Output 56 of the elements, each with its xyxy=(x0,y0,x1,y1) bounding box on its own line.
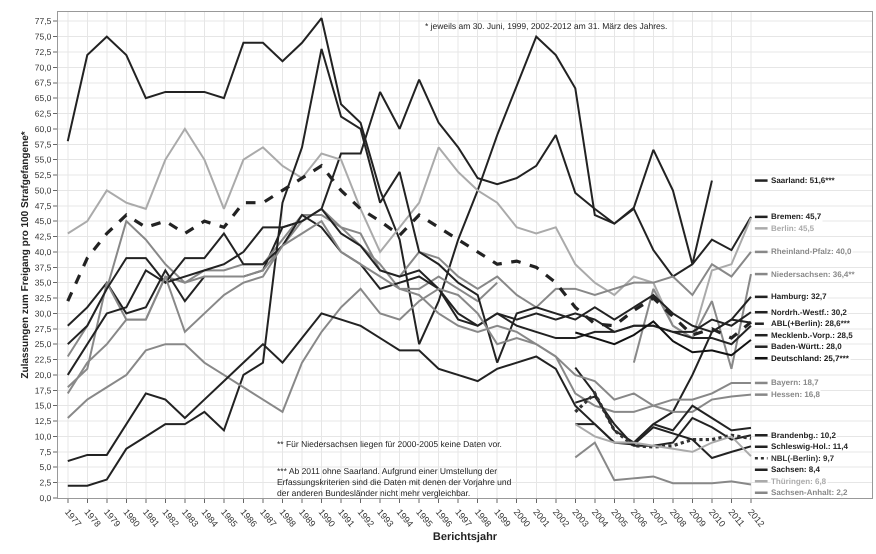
legend-label: Schleswig-Hol.: 11,4 xyxy=(771,442,848,451)
y-tick-label: 72,5 xyxy=(34,46,52,57)
y-tick-label: 5,0 xyxy=(39,462,52,472)
legend-label: Sachsen: 8,4 xyxy=(771,465,820,474)
y-tick-label: 22,5 xyxy=(34,354,52,365)
legend-label: Sachsen-Anhalt: 2,2 xyxy=(771,488,848,497)
legend-label: Baden-Württ.: 28,0 xyxy=(771,342,842,351)
y-tick-label: 57,5 xyxy=(34,139,52,150)
legend-label: Bayern: 18,7 xyxy=(771,378,820,387)
legend-label: Hamburg: 32,7 xyxy=(771,292,828,301)
y-tick-label: 52,5 xyxy=(34,170,52,180)
y-tick-label: 55,0 xyxy=(34,154,52,165)
y-tick-label: 27,5 xyxy=(34,324,52,334)
y-tick-label: 10,0 xyxy=(34,431,52,442)
y-tick-label: 7,5 xyxy=(39,446,52,457)
y-tick-label: 30,0 xyxy=(34,308,52,318)
y-tick-label: 65,0 xyxy=(34,93,52,104)
legend-label: NBL(-Berlin): 9,7 xyxy=(771,454,835,463)
y-tick-label: 17,5 xyxy=(34,385,52,396)
annotation: * jeweils am 30. Juni, 1999, 2002-2012 am 31. März des Jahres. xyxy=(425,21,668,31)
y-tick-label: 35,0 xyxy=(34,278,52,288)
y-axis-title: Zulassungen zum Freigang pro 100 Strafgefangene* xyxy=(20,131,31,379)
annotation: *** Ab 2011 ohne Saarland. Aufgrund einer Umstellung der Erfassungskriterien sind die Daten mit denen der Vorjahre und der anderen Bundesländer nicht mehr vergleichbar. xyxy=(277,466,512,498)
y-tick-label: 47,5 xyxy=(34,200,52,211)
y-tick-label: 25,0 xyxy=(34,339,52,350)
legend-label: Thüringen: 6,8 xyxy=(771,477,827,486)
legend-label: Bremen: 45,7 xyxy=(771,212,822,221)
y-tick-label: 2,5 xyxy=(39,478,52,488)
y-tick-label: 77,5 xyxy=(34,16,52,26)
legend-label: ABL(+Berlin): 28,6*** xyxy=(771,319,851,328)
y-tick-label: 45,0 xyxy=(34,216,52,226)
y-tick-label: 12,5 xyxy=(34,416,52,426)
y-tick-label: 60,0 xyxy=(34,124,52,134)
y-tick-label: 40,0 xyxy=(34,246,52,257)
legend-label: Niedersachsen: 36,4** xyxy=(771,270,856,279)
legend-label: Brandenbg.: 10,2 xyxy=(771,431,836,440)
legend-label: Hessen: 16,8 xyxy=(771,390,820,399)
legend-label: Saarland: 51,6*** xyxy=(771,176,836,185)
x-axis-title: Berichtsjahr xyxy=(432,531,498,544)
y-tick-label: 70,0 xyxy=(34,62,52,72)
y-tick-label: 20,0 xyxy=(34,370,52,380)
y-tick-label: 67,5 xyxy=(34,78,52,88)
legend-label: Mecklenb.-Vorp.: 28,5 xyxy=(771,331,854,340)
y-tick-label: 50,0 xyxy=(34,185,52,196)
annotation: ** Für Niedersachsen liegen für 2000-2005 keine Daten vor. xyxy=(277,439,502,449)
legend-label: Nordrh.-Westf.: 30,2 xyxy=(771,308,848,317)
y-tick-label: 62,5 xyxy=(34,108,52,118)
legend-label: Deutschland: 25,7*** xyxy=(771,354,850,363)
y-tick-label: 75,0 xyxy=(34,32,52,42)
y-tick-label: 15,0 xyxy=(34,400,52,411)
y-tick-label: 0,0 xyxy=(39,492,52,503)
y-tick-label: 42,5 xyxy=(34,232,52,242)
y-tick-label: 32,5 xyxy=(34,293,52,304)
legend-label: Rheinland-Pfalz: 40,0 xyxy=(771,247,852,256)
legend-label: Berlin: 45,5 xyxy=(771,224,815,233)
y-tick-label: 37,5 xyxy=(34,262,52,272)
